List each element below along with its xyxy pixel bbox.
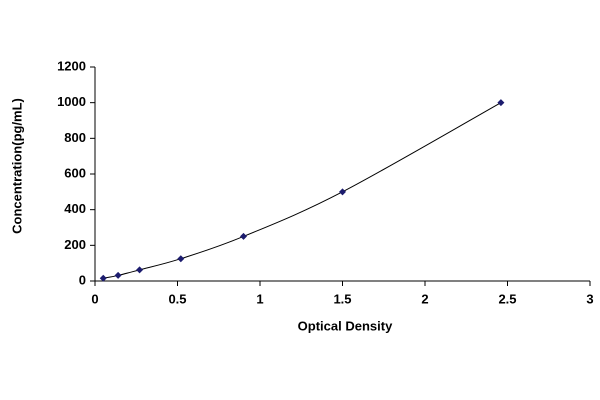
y-axis-label: Concentration(pg/mL) [9, 98, 24, 234]
x-tick-label: 0 [91, 291, 98, 306]
y-tick-label: 600 [64, 165, 86, 180]
y-tick-label: 800 [64, 130, 86, 145]
x-tick-label: 2 [421, 291, 428, 306]
x-tick-label: 1 [256, 291, 263, 306]
point [339, 188, 346, 196]
point [240, 232, 247, 240]
x-axis-label: Optical Density [298, 318, 393, 333]
point [99, 274, 107, 282]
y-tick-label: 0 [79, 272, 86, 287]
x-tick-label: 3 [586, 291, 593, 306]
point [497, 99, 505, 107]
point [114, 271, 122, 279]
curve [103, 102, 502, 279]
point [177, 255, 185, 263]
point [136, 266, 144, 274]
y-tick-label: 1200 [57, 58, 86, 73]
x-tick-label: 2.5 [498, 291, 516, 306]
y-tick-label: 1000 [57, 94, 86, 109]
y-tick-label: 400 [64, 201, 86, 216]
x-tick-label: 0.5 [168, 291, 186, 306]
y-tick-label: 200 [64, 237, 86, 252]
x-tick-label: 1.5 [333, 291, 351, 306]
